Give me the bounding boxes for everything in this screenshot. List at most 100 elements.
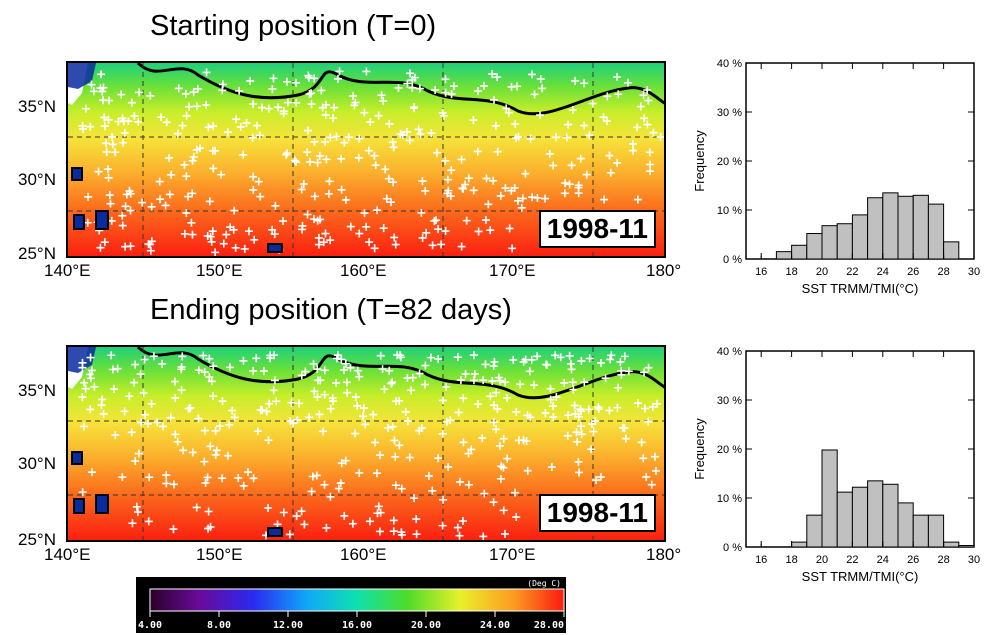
float-marker <box>249 474 258 483</box>
float-marker <box>407 386 416 395</box>
float-marker <box>162 118 171 127</box>
float-marker <box>206 232 215 241</box>
float-marker <box>518 194 527 203</box>
float-marker <box>282 77 291 86</box>
float-marker <box>209 362 218 371</box>
float-marker <box>102 139 111 148</box>
float-marker <box>155 177 164 186</box>
colorbar-tick-label: 4.00 <box>138 620 162 631</box>
float-marker <box>496 191 505 200</box>
float-marker <box>391 452 400 461</box>
float-marker <box>334 484 343 493</box>
float-marker <box>143 419 152 428</box>
start-lat-35: 35°N <box>18 97 56 116</box>
float-marker <box>571 76 580 85</box>
float-marker <box>441 156 450 165</box>
colorbar-tick-label: 8.00 <box>207 620 231 631</box>
float-marker <box>239 481 248 490</box>
float-marker <box>501 184 510 193</box>
float-marker <box>332 354 341 363</box>
float-marker <box>453 353 462 362</box>
float-marker <box>447 166 456 175</box>
float-marker <box>177 365 186 374</box>
float-marker <box>454 408 463 417</box>
float-marker <box>208 146 217 155</box>
float-marker <box>469 376 478 385</box>
float-marker <box>97 401 106 410</box>
float-marker <box>570 401 579 410</box>
float-marker <box>644 363 653 372</box>
float-marker <box>387 198 396 207</box>
start-hist-xtick-label: 18 <box>785 266 797 278</box>
float-marker <box>169 480 178 489</box>
start-hist-xtick-label: 22 <box>846 266 858 278</box>
float-marker <box>147 399 156 408</box>
float-marker <box>130 378 139 387</box>
end-lon-160: 160°E <box>340 545 387 564</box>
float-marker <box>496 474 505 483</box>
float-marker <box>351 392 360 401</box>
float-marker <box>420 380 429 389</box>
float-marker <box>645 148 654 157</box>
float-marker <box>107 351 116 360</box>
float-marker <box>563 431 572 440</box>
float-marker <box>252 354 261 363</box>
start-20c-isotherm <box>136 63 664 116</box>
float-marker <box>408 83 417 92</box>
float-marker <box>314 233 323 242</box>
float-marker <box>359 412 368 421</box>
float-marker <box>292 78 301 87</box>
float-marker <box>303 148 312 157</box>
float-marker <box>206 522 215 531</box>
float-marker <box>588 99 597 108</box>
float-marker <box>389 178 398 187</box>
float-marker <box>325 177 334 186</box>
end-hist-ytick-label: 30 % <box>717 395 742 407</box>
start-hist-bar <box>897 195 914 260</box>
float-marker <box>166 413 175 422</box>
float-marker <box>508 244 517 253</box>
float-marker <box>145 473 154 482</box>
float-marker <box>230 413 239 422</box>
float-marker <box>315 151 324 160</box>
float-marker <box>653 399 662 408</box>
float-marker <box>268 84 277 93</box>
float-marker <box>200 457 209 466</box>
float-marker <box>614 90 623 99</box>
float-marker <box>337 459 346 468</box>
float-marker <box>552 133 561 142</box>
float-marker <box>199 351 208 360</box>
float-marker <box>642 472 651 481</box>
float-marker <box>192 145 201 154</box>
float-marker <box>326 492 335 501</box>
colorbar-unit: (Deg C) <box>527 579 561 588</box>
float-marker <box>509 355 518 364</box>
float-marker <box>125 186 134 195</box>
float-marker <box>194 366 203 375</box>
float-marker <box>229 225 238 234</box>
float-marker <box>469 186 478 195</box>
float-marker <box>415 84 424 93</box>
end-hist-bar <box>912 514 929 548</box>
float-marker <box>287 398 296 407</box>
float-marker <box>212 446 221 455</box>
float-marker <box>161 201 170 210</box>
float-marker <box>403 417 412 426</box>
float-marker <box>292 512 301 521</box>
float-marker <box>162 471 171 480</box>
float-marker <box>187 218 196 227</box>
float-marker <box>78 488 87 497</box>
float-marker <box>218 86 227 95</box>
float-marker <box>319 427 328 436</box>
float-marker <box>574 457 583 466</box>
float-marker <box>330 103 339 112</box>
float-marker <box>322 523 331 532</box>
float-marker <box>211 426 220 435</box>
start-float-positions <box>78 67 664 256</box>
start-lon-160: 160°E <box>340 261 387 280</box>
float-marker <box>464 449 473 458</box>
float-marker <box>484 200 493 209</box>
float-marker <box>391 481 400 490</box>
float-marker <box>643 86 652 95</box>
float-marker <box>313 365 322 374</box>
